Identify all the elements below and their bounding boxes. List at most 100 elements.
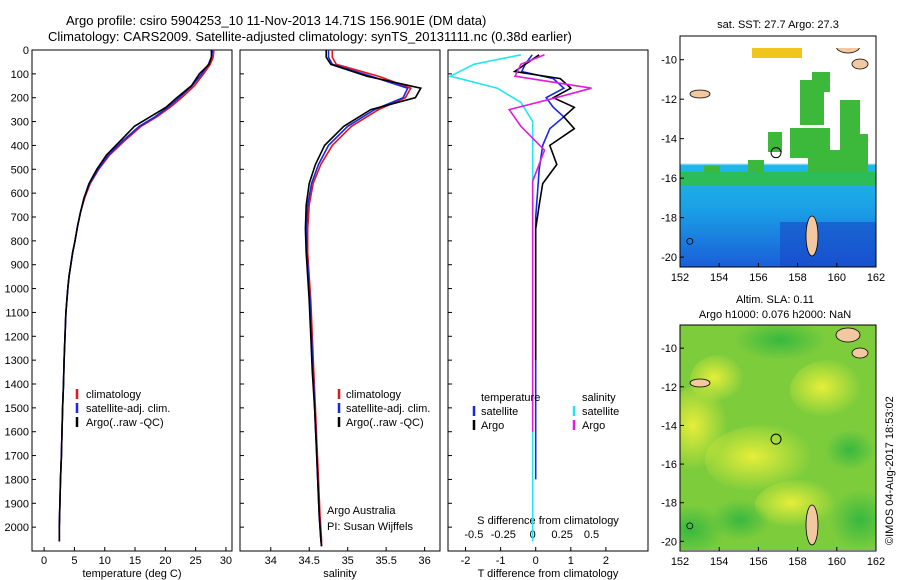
y-tick-label: -20: [661, 252, 677, 264]
y-tick-label: -16: [661, 459, 677, 471]
sla-low: [830, 490, 876, 550]
x-tick-label: 36: [418, 555, 430, 567]
y-tick-label: -16: [661, 173, 677, 185]
x-tick-label: 35: [342, 555, 354, 567]
salinity-panel: 34 34.5 35 35.5 36 salinity climatology satelli…: [239, 49, 441, 580]
y-tick-label: -10: [661, 343, 677, 355]
y-tick-label: 1000: [5, 284, 29, 296]
sla-low: [735, 325, 825, 360]
legend-label: Argo(..raw -QC): [86, 417, 164, 429]
sst-warm-patch: [752, 48, 802, 58]
island-coastline: [689, 89, 711, 99]
y-tick-label: 100: [11, 69, 29, 81]
y-tick-label: 600: [11, 188, 29, 200]
reference-marker: [686, 237, 694, 245]
x-tick-label: -1: [496, 555, 506, 567]
sst-patch: [768, 132, 782, 152]
temperature-panel: 0 5 10 15 20 25 30 temperature (deg C) 0 100 200 30…: [5, 45, 233, 580]
sst-map: 152 154 156 158 160 162 -10 -12 -14 -16 -18 -20: [661, 35, 885, 284]
salinity-line-climatology: [306, 50, 412, 547]
diff-line-sal-argo: [507, 54, 592, 432]
island-coastline: [851, 58, 869, 70]
x-tick-label: 25: [190, 555, 202, 567]
difference-panel: -2 -1 0 1 2T difference from climatology -0.5…: [447, 49, 649, 580]
sst-patch: [854, 134, 868, 164]
y-tick-label: -18: [661, 498, 677, 510]
x-tick-label: 0: [533, 555, 539, 567]
sst-patch: [808, 150, 868, 172]
island-coastline: [835, 327, 861, 343]
sst-band: [680, 172, 876, 186]
x-tick-label: 15: [129, 555, 141, 567]
y-tick-label: -12: [661, 382, 677, 394]
legend-label: climatology: [346, 389, 402, 401]
y-tick-label: -10: [661, 55, 677, 67]
y-tick-label: 0: [23, 45, 29, 57]
y-tick-label: 300: [11, 117, 29, 129]
temperature-line-climatology: [58, 49, 215, 542]
x-axis-label: temperature (deg C): [82, 568, 181, 580]
legend-temperature-title: temperature: [481, 392, 540, 404]
y-tick-label: 800: [11, 236, 29, 248]
legend-label: satellite: [582, 406, 619, 418]
sla-high: [755, 480, 845, 530]
sla-low: [825, 430, 875, 470]
y-tick-label: 1500: [5, 403, 29, 415]
map-frame: [679, 35, 877, 268]
map-field: [680, 48, 876, 267]
legend-label: Argo: [481, 420, 504, 432]
diff-line-temp-argo: [512, 54, 576, 361]
x-tick-label: 152: [671, 272, 689, 284]
y-tick-label: 1900: [5, 498, 29, 510]
x-tick-label: 160: [828, 556, 846, 568]
sst-map-title: sat. SST: 27.7 Argo: 27.3: [717, 19, 839, 31]
x-tick-label: 160: [828, 272, 846, 284]
map-field: [680, 325, 876, 550]
island-coastline: [689, 378, 711, 388]
x-tick-label: -2: [461, 555, 471, 567]
sla-high: [705, 425, 825, 495]
x-axis-label: T difference from climatology: [478, 568, 619, 580]
y-tick-label: 700: [11, 212, 29, 224]
legend-label: satellite-adj. clim.: [86, 403, 170, 415]
sst-patch: [748, 160, 764, 174]
island-coastline: [851, 347, 869, 359]
x-tick-label: 156: [749, 272, 767, 284]
salinity-line-satellite: [305, 50, 409, 547]
y-tick-label: 1600: [5, 427, 29, 439]
x-tick-label: 30: [220, 555, 232, 567]
legend-salinity-title: salinity: [582, 392, 616, 404]
x-tick-label: 0: [41, 555, 47, 567]
legend-label: climatology: [86, 389, 142, 401]
diff-line-sal-satellite: [448, 54, 534, 542]
x-tick-label: 152: [671, 556, 689, 568]
y-tick-label: -14: [661, 134, 677, 146]
legend-label: Argo(..raw -QC): [346, 417, 424, 429]
y-tick-label: 2000: [5, 522, 29, 534]
x-tick-label: 5: [71, 555, 77, 567]
x-tick-label: 156: [749, 556, 767, 568]
sla-map-subtitle: Argo h1000: 0.076 h2000: NaN: [699, 309, 851, 321]
x-tick-label: 1: [568, 555, 574, 567]
s-axis-label: S difference from climatology: [477, 515, 619, 527]
y-tick-label: 500: [11, 164, 29, 176]
x-tick-label: 158: [788, 556, 806, 568]
x-tick-label: 34: [265, 555, 277, 567]
y-tick-label: 1400: [5, 379, 29, 391]
sla-high: [680, 385, 735, 475]
temperature-line-argo: [58, 50, 213, 542]
plot-frame: [31, 49, 233, 552]
pi-annotation: PI: Susan Wijffels: [327, 521, 413, 533]
s-tick-label: 0.5: [584, 529, 599, 541]
island-coastline: [805, 504, 819, 546]
x-tick-label: 154: [710, 556, 728, 568]
x-tick-label: 35.5: [375, 555, 396, 567]
sst-patch: [812, 72, 830, 92]
y-tick-label: 1200: [5, 331, 29, 343]
legend-label: satellite: [481, 406, 518, 418]
x-tick-label: 10: [99, 555, 111, 567]
y-tick-label: 1700: [5, 451, 29, 463]
y-tick-label: -12: [661, 94, 677, 106]
y-tick-label: -20: [661, 536, 677, 548]
diff-line-temp-satellite: [520, 54, 566, 480]
